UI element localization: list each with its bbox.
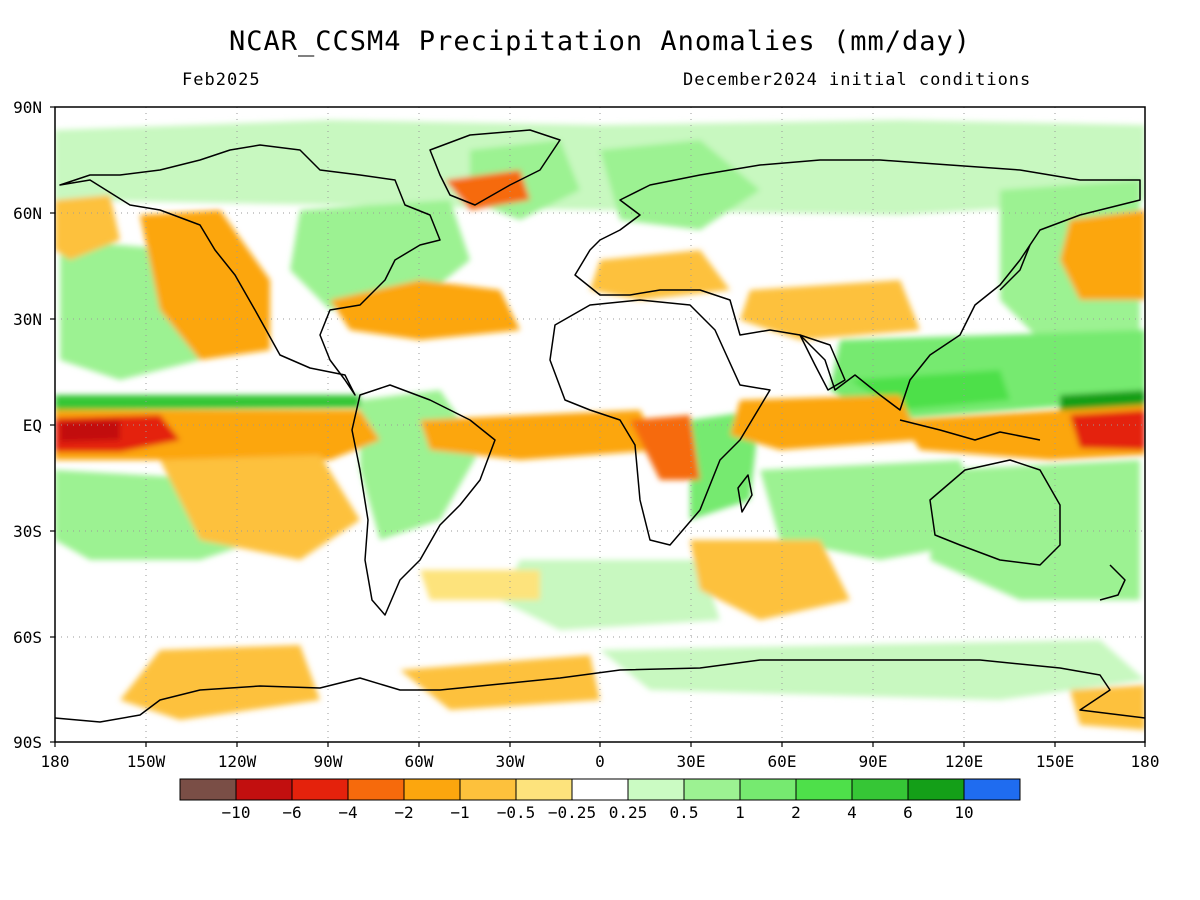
dry-anomaly-region xyxy=(1060,210,1145,300)
coastline-australia xyxy=(929,459,1061,566)
dry-anomaly-region xyxy=(420,410,660,460)
dry-anomaly-region xyxy=(120,645,320,720)
coastline-india xyxy=(799,334,846,391)
coastline-africa xyxy=(549,299,771,546)
coastline-north-america xyxy=(59,144,441,396)
coastline-antarctica xyxy=(55,659,1145,723)
colorbar-swatch xyxy=(291,778,349,801)
lon-label-60w: 60W xyxy=(405,752,434,771)
axis-ticks xyxy=(50,106,1146,747)
colorbar: −10 −6 −4 −2 −1 −0.5 −0.25 0.25 0.5 1 2 4 6 10 xyxy=(179,778,1021,822)
colorbar-label: −0.5 xyxy=(497,803,536,822)
dry-anomaly-region xyxy=(330,280,520,340)
colorbar-label: 4 xyxy=(847,803,857,822)
lat-label-60s: 60S xyxy=(13,628,42,647)
lon-label-60e: 60E xyxy=(768,752,797,771)
coastline-indonesia xyxy=(899,419,1041,441)
colorbar-swatch xyxy=(627,778,685,801)
dry-anomaly-region xyxy=(740,280,920,340)
colorbar-label: −1 xyxy=(450,803,469,822)
coastline-south-america xyxy=(351,384,496,616)
valid-month: Feb2025 xyxy=(182,70,261,90)
dry-anomaly-region xyxy=(400,655,600,710)
wet-anomaly-region xyxy=(930,460,1140,600)
lat-label-eq: EQ xyxy=(23,416,42,435)
lon-label-150e: 150E xyxy=(1036,752,1075,771)
map-title: NCAR_CCSM4 Precipitation Anomalies (mm/d… xyxy=(229,26,971,57)
colorbar-label: −4 xyxy=(338,803,357,822)
strong-dry-anomaly xyxy=(60,420,120,442)
colorbar-swatch xyxy=(571,778,629,801)
lon-label-120e: 120E xyxy=(945,752,984,771)
lon-label-180w: 180 xyxy=(41,752,70,771)
dry-anomaly-region xyxy=(140,210,270,360)
colorbar-swatch xyxy=(403,778,461,801)
colorbar-label: 0.5 xyxy=(670,803,699,822)
lon-label-90e: 90E xyxy=(859,752,888,771)
dry-anomaly-region xyxy=(445,170,530,210)
lon-label-90w: 90W xyxy=(314,752,343,771)
dry-anomaly-region xyxy=(420,570,540,600)
coastline-greenland xyxy=(429,129,561,206)
dry-anomaly-region xyxy=(1070,685,1145,730)
colorbar-swatch xyxy=(739,778,797,801)
coastline-eurasia xyxy=(574,159,1141,411)
colorbar-label: −0.25 xyxy=(548,803,596,822)
colorbar-swatch xyxy=(851,778,909,801)
wet-anomaly-region xyxy=(600,140,760,230)
colorbar-swatch xyxy=(179,778,237,801)
dry-anomaly-region xyxy=(690,540,850,620)
lat-label-30s: 30S xyxy=(13,522,42,541)
colorbar-label: 1 xyxy=(735,803,745,822)
colorbar-swatch xyxy=(683,778,741,801)
coastline-madagascar xyxy=(737,474,753,513)
colorbar-swatch xyxy=(515,778,573,801)
coastline-japan xyxy=(999,244,1031,291)
colorbar-swatch xyxy=(795,778,853,801)
anomaly-field xyxy=(55,107,1145,742)
coastline-new-zealand xyxy=(1099,564,1126,601)
colorbar-swatch xyxy=(459,778,517,801)
colorbar-label: −6 xyxy=(282,803,301,822)
dry-anomaly-region xyxy=(630,415,700,480)
lon-label-150w: 150W xyxy=(127,752,166,771)
colorbar-label: −2 xyxy=(394,803,413,822)
colorbar-swatch xyxy=(963,778,1021,801)
lat-label-30n: 30N xyxy=(13,310,42,329)
wet-anomaly-region xyxy=(760,460,990,560)
strong-dry-anomaly xyxy=(1070,410,1145,450)
lat-label-90s: 90S xyxy=(13,733,42,752)
initial-conditions: December2024 initial conditions xyxy=(683,70,1032,90)
lat-label-60n: 60N xyxy=(13,204,42,223)
colorbar-label: 10 xyxy=(954,803,973,822)
colorbar-swatch xyxy=(347,778,405,801)
colorbar-label: −10 xyxy=(222,803,251,822)
dry-anomaly-region xyxy=(730,395,920,450)
dry-anomaly-region xyxy=(55,195,120,260)
strong-wet-anomaly xyxy=(55,395,360,410)
dry-anomaly-region xyxy=(590,250,730,300)
wet-anomaly-region xyxy=(600,640,1145,700)
lon-label-0: 0 xyxy=(595,752,605,771)
lon-label-120w: 120W xyxy=(218,752,257,771)
colorbar-swatch xyxy=(235,778,293,801)
dry-anomaly-region xyxy=(160,455,360,560)
lon-label-180e: 180 xyxy=(1131,752,1160,771)
colorbar-label: 0.25 xyxy=(609,803,648,822)
coastlines xyxy=(55,129,1145,723)
colorbar-label: 2 xyxy=(791,803,801,822)
colorbar-swatch xyxy=(907,778,965,801)
lat-label-90n: 90N xyxy=(13,98,42,117)
lon-label-30w: 30W xyxy=(496,752,525,771)
wet-anomaly-region xyxy=(500,560,720,630)
colorbar-label: 6 xyxy=(903,803,913,822)
lon-label-30e: 30E xyxy=(677,752,706,771)
